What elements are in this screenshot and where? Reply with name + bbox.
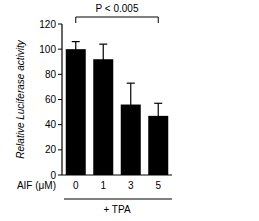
error-bar <box>127 83 135 126</box>
y-tick-label: 80 <box>45 69 57 80</box>
y-tick <box>58 24 62 25</box>
error-bar-line <box>154 103 162 104</box>
x-axis-label: AIF (μM) <box>17 180 56 191</box>
error-bar-line <box>127 83 135 84</box>
error-bar-line <box>130 83 131 126</box>
error-bar <box>99 44 107 74</box>
p-value: P < 0.005 <box>96 3 139 14</box>
y-axis-label: Relative Luciferase activity <box>15 39 26 158</box>
error-bar-line <box>103 44 104 74</box>
x-tick-label: 1 <box>100 180 106 191</box>
error-bar-line <box>158 103 159 128</box>
bar <box>93 59 113 175</box>
y-tick <box>58 149 62 150</box>
error-bar <box>72 42 80 57</box>
y-tick-label: 60 <box>45 94 57 105</box>
significance-bracket <box>76 17 159 23</box>
group-line <box>64 198 172 199</box>
x-tick-label: 5 <box>155 180 161 191</box>
y-tick <box>58 124 62 125</box>
x-tick-label: 0 <box>73 180 79 191</box>
y-tick-label: 0 <box>50 170 56 181</box>
error-bar-line <box>99 44 107 45</box>
y-tick-label: 40 <box>45 119 57 130</box>
error-bar-line <box>75 42 76 57</box>
y-tick <box>58 99 62 100</box>
y-tick <box>58 74 62 75</box>
y-tick-label: 100 <box>39 44 56 55</box>
group-label: + TPA <box>103 204 130 215</box>
y-tick-label: 120 <box>39 19 56 30</box>
y-tick <box>58 49 62 50</box>
y-tick-label: 20 <box>45 144 57 155</box>
error-bar <box>154 103 162 128</box>
x-tick-label: 3 <box>128 180 134 191</box>
y-tick <box>58 175 62 176</box>
bar <box>66 49 86 175</box>
error-bar-line <box>72 41 80 42</box>
